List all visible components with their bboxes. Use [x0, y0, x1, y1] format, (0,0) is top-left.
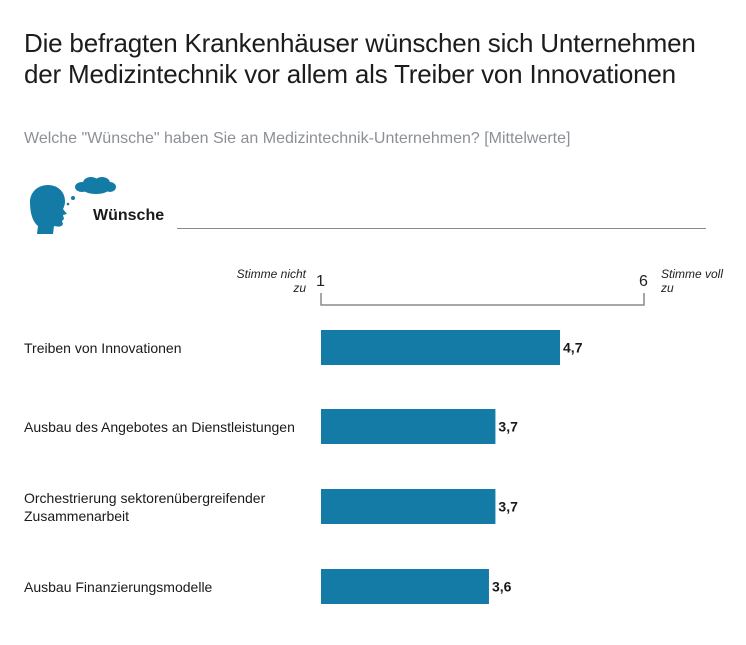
- category-label: Ausbau des Angebotes an Dienstleistungen: [24, 419, 295, 435]
- category-label: Treiben von Innovationen: [24, 340, 182, 356]
- section-divider: [177, 228, 706, 229]
- category-label: Orchestrierung sektorenübergreifender Zu…: [24, 490, 266, 524]
- scale-high-label: Stimme voll zu: [661, 267, 724, 295]
- bar-value-label: 3,7: [498, 419, 518, 435]
- section-label: Wünsche: [93, 207, 165, 224]
- bar: [321, 569, 489, 604]
- bar: [321, 330, 561, 365]
- bar: [321, 489, 496, 524]
- bar-value-label: 4,7: [563, 340, 583, 356]
- scale-low-label: Stimme nicht zu: [236, 267, 306, 295]
- bar-value-label: 3,7: [498, 499, 518, 515]
- bar: [321, 409, 496, 444]
- thinking-head-icon: [30, 177, 116, 234]
- scale-bracket: [320, 293, 645, 306]
- scale-max-tick-label: 6: [639, 273, 648, 290]
- bar-value-label: 3,6: [492, 579, 512, 595]
- chart-title: Die befragten Krankenhäuser wünschen sic…: [24, 28, 696, 89]
- scale-min-tick-label: 1: [316, 273, 325, 290]
- category-label: Ausbau Finanzierungsmodelle: [24, 579, 213, 595]
- chart-subtitle: Welche "Wünsche" haben Sie an Medizintec…: [24, 130, 571, 147]
